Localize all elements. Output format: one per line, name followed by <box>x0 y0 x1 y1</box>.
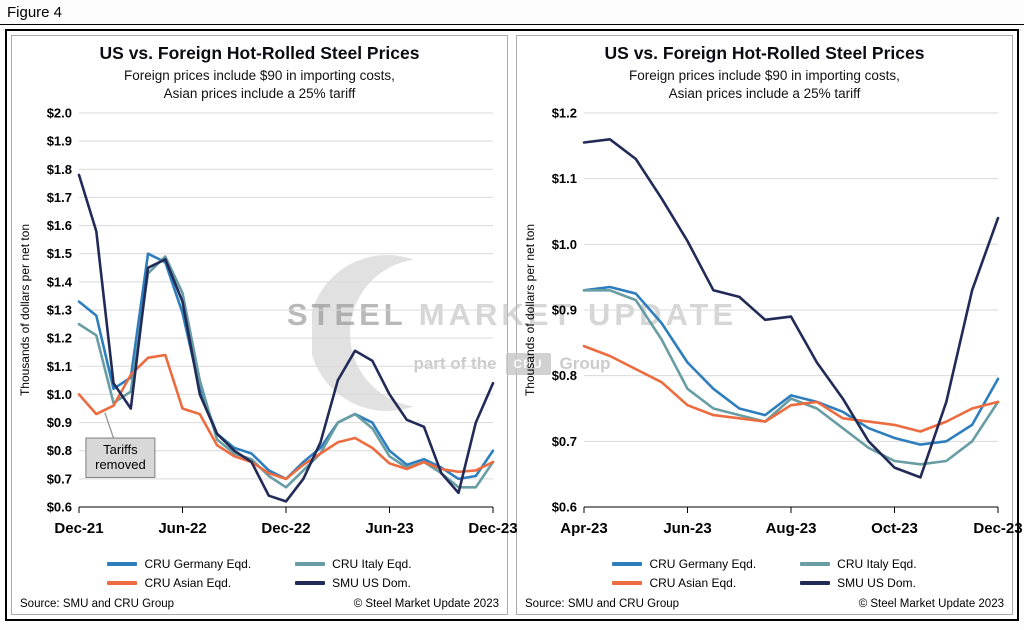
legend-item-asian: CRU Asian Eqd. <box>107 576 251 590</box>
svg-text:Jun-23: Jun-23 <box>663 520 711 537</box>
svg-text:$1.0: $1.0 <box>46 387 71 402</box>
legend-label: CRU Asian Eqd. <box>649 576 737 590</box>
legend-item-asian: CRU Asian Eqd. <box>612 576 756 590</box>
legend: CRU Germany Eqd. CRU Italy Eqd. CRU Asia… <box>107 557 412 590</box>
copyright-note: © Steel Market Update 2023 <box>858 598 1004 610</box>
smu-line-swatch <box>295 581 326 585</box>
germany-line-swatch <box>107 562 138 566</box>
svg-text:Dec-23: Dec-23 <box>973 520 1022 537</box>
svg-text:$0.8: $0.8 <box>551 368 576 383</box>
svg-text:$1.9: $1.9 <box>46 134 71 149</box>
legend-label: CRU Italy Eqd. <box>332 557 412 571</box>
legend: CRU Germany Eqd. CRU Italy Eqd. CRU Asia… <box>612 557 917 590</box>
italy-line-swatch <box>295 562 326 566</box>
left-chart-panel: US vs. Foreign Hot-Rolled Steel Prices F… <box>11 35 518 615</box>
chart-area: $0.6 $0.7 $0.8 $0.9 $1.0 $1.1 $1.2 $1.3 $1.4 $1.5… <box>17 105 518 553</box>
charts-container: STEEL MARKET UPDATE part of the CRU Grou… <box>5 29 1023 621</box>
svg-text:Dec-22: Dec-22 <box>261 520 310 537</box>
legend-item-germany: CRU Germany Eqd. <box>612 557 756 571</box>
legend-label: CRU Italy Eqd. <box>837 557 917 571</box>
svg-text:Aug-23: Aug-23 <box>765 520 816 537</box>
figure-label: Figure 4 <box>0 0 1024 25</box>
svg-text:Oct-23: Oct-23 <box>871 520 918 537</box>
svg-text:$0.6: $0.6 <box>551 500 576 515</box>
legend-label: SMU US Dom. <box>332 576 411 590</box>
svg-text:$1.0: $1.0 <box>551 237 576 252</box>
source-note: Source: SMU and CRU Group <box>20 598 175 610</box>
svg-text:Apr-23: Apr-23 <box>560 520 608 537</box>
svg-text:$1.3: $1.3 <box>46 303 71 318</box>
panel-footer: Source: SMU and CRU Group © Steel Market… <box>12 598 507 614</box>
svg-text:$1.2: $1.2 <box>46 331 71 346</box>
legend-item-italy: CRU Italy Eqd. <box>295 557 412 571</box>
chart-subtitle-line1: Foreign prices include $90 in importing … <box>629 68 900 83</box>
svg-text:$0.7: $0.7 <box>551 434 576 449</box>
svg-text:$1.8: $1.8 <box>46 162 71 177</box>
svg-text:$1.2: $1.2 <box>551 106 576 121</box>
chart-title: US vs. Foreign Hot-Rolled Steel Prices <box>99 43 420 63</box>
svg-text:Dec-21: Dec-21 <box>54 520 103 537</box>
svg-text:$1.5: $1.5 <box>46 246 71 261</box>
legend-label: CRU Germany Eqd. <box>649 557 757 571</box>
svg-text:removed: removed <box>95 457 146 472</box>
legend-label: CRU Asian Eqd. <box>144 576 232 590</box>
right-chart-panel: US vs. Foreign Hot-Rolled Steel Prices F… <box>516 35 1023 615</box>
legend-item-germany: CRU Germany Eqd. <box>107 557 251 571</box>
italy-line-swatch <box>800 562 831 566</box>
legend-label: CRU Germany Eqd. <box>144 557 252 571</box>
price-chart-right: $0.6 $0.7 $0.8 $0.9 $1.0 $1.1 $1.2 Apr-23 Jun-23… <box>523 106 1023 538</box>
chart-subtitle-line2: Asian prices include a 25% tariff <box>163 86 356 101</box>
svg-text:Jun-23: Jun-23 <box>365 520 413 537</box>
svg-text:Dec-23: Dec-23 <box>468 520 517 537</box>
chart-subtitle-line2: Asian prices include a 25% tariff <box>668 86 861 101</box>
legend-item-smu: SMU US Dom. <box>295 576 411 590</box>
legend-item-smu: SMU US Dom. <box>800 576 916 590</box>
svg-text:$0.6: $0.6 <box>46 500 71 515</box>
germany-line-swatch <box>612 562 643 566</box>
legend-item-italy: CRU Italy Eqd. <box>800 557 917 571</box>
copyright-note: © Steel Market Update 2023 <box>353 598 499 610</box>
svg-text:$1.6: $1.6 <box>46 218 71 233</box>
chart-title: US vs. Foreign Hot-Rolled Steel Prices <box>604 43 925 63</box>
svg-text:Thousands of dollars per net t: Thousands of dollars per net ton <box>18 224 32 396</box>
svg-text:$1.1: $1.1 <box>551 171 576 186</box>
source-note: Source: SMU and CRU Group <box>525 598 680 610</box>
asian-line-swatch <box>612 581 643 585</box>
legend-label: SMU US Dom. <box>837 576 916 590</box>
svg-text:$1.7: $1.7 <box>46 190 71 205</box>
svg-text:$0.9: $0.9 <box>46 415 71 430</box>
svg-text:$2.0: $2.0 <box>46 106 71 121</box>
svg-text:$1.4: $1.4 <box>46 274 72 289</box>
chart-subtitle-line1: Foreign prices include $90 in importing … <box>124 68 395 83</box>
price-chart-left: $0.6 $0.7 $0.8 $0.9 $1.0 $1.1 $1.2 $1.3 $1.4 $1.5… <box>18 106 518 538</box>
svg-text:Jun-22: Jun-22 <box>158 520 206 537</box>
smu-line-swatch <box>800 581 831 585</box>
svg-text:$0.9: $0.9 <box>551 303 576 318</box>
asian-line-swatch <box>107 581 138 585</box>
chart-area: $0.6 $0.7 $0.8 $0.9 $1.0 $1.1 $1.2 Apr-23 Jun-23… <box>522 105 1023 553</box>
svg-text:Thousands of dollars per net t: Thousands of dollars per net ton <box>523 224 537 396</box>
svg-text:$1.1: $1.1 <box>46 359 71 374</box>
svg-text:$0.7: $0.7 <box>46 471 71 486</box>
panel-footer: Source: SMU and CRU Group © Steel Market… <box>517 598 1012 614</box>
svg-text:Tariffs: Tariffs <box>103 442 138 457</box>
svg-text:$0.8: $0.8 <box>46 443 71 458</box>
